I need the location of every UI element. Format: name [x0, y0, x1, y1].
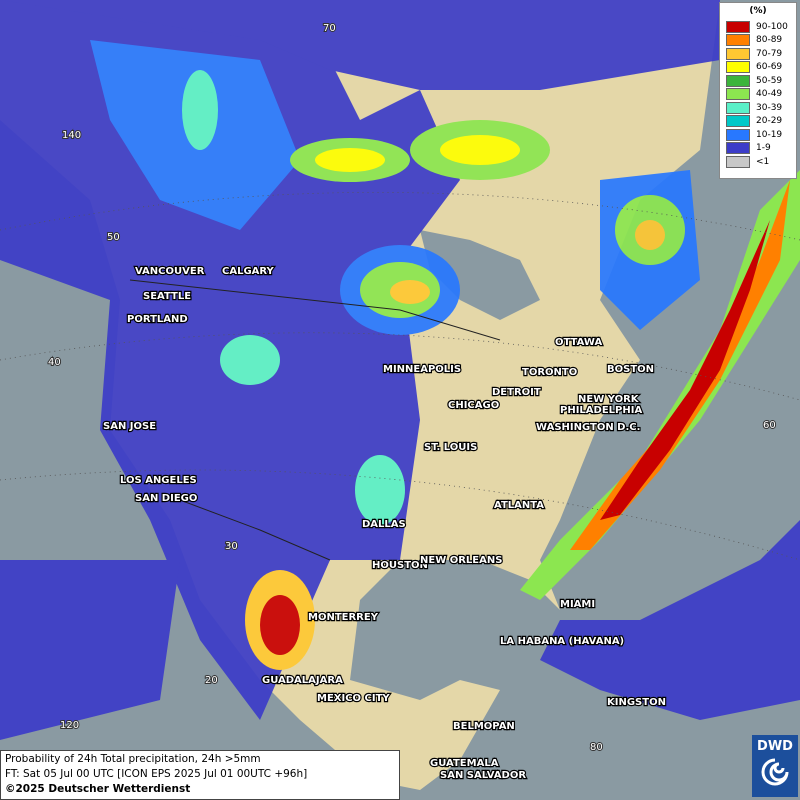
city-label: GUATEMALA	[430, 758, 499, 769]
city-label: LOS ANGELES	[120, 475, 197, 486]
graticule	[0, 191, 800, 561]
precip-field	[0, 0, 800, 740]
city-label: SAN DIEGO	[135, 493, 197, 504]
graticule-label: 80	[590, 742, 603, 753]
city-label: CHICAGO	[448, 400, 499, 411]
city-label: BOSTON	[607, 364, 654, 375]
caption-line: FT: Sat 05 Jul 00 UTC [ICON EPS 2025 Jul…	[5, 768, 308, 780]
city-label: MINNEAPOLIS	[383, 364, 461, 375]
legend-entry: 50-59	[720, 74, 796, 88]
city-label: TORONTO	[522, 367, 577, 378]
legend-label: 30-39	[756, 102, 783, 113]
legend-label: 10-19	[756, 129, 783, 140]
legend-label: 20-29	[756, 116, 783, 127]
graticule-label: 140	[62, 130, 81, 141]
city-label: GUADALAJARA	[262, 675, 343, 686]
city-label: SAN SALVADOR	[440, 770, 526, 781]
hudson-bay	[420, 230, 540, 320]
legend-entry: <1	[720, 155, 796, 169]
legend-label: 70-79	[756, 48, 783, 59]
gulf-of-mexico	[360, 570, 520, 660]
legend-swatch	[726, 101, 750, 114]
city-label: ST. LOUIS	[424, 442, 477, 453]
legend-label: 60-69	[756, 62, 783, 73]
city-label: KINGSTON	[607, 697, 666, 708]
legend-entry: 10-19	[720, 128, 796, 142]
legend-entry: 80-89	[720, 34, 796, 48]
city-label: HOUSTON	[372, 560, 428, 571]
graticule-label: 120	[60, 720, 79, 731]
graticule-label: 60	[763, 420, 776, 431]
city-label: NEW ORLEANS	[420, 555, 502, 566]
legend-title: (%)	[749, 6, 767, 16]
graticule-label: 50	[107, 232, 120, 243]
labels: VANCOUVER CALGARY SEATTLE PORTLAND MINNEAPOL…	[47, 22, 777, 782]
legend-entry: 30-39	[720, 101, 796, 115]
city-label: SAN JOSE	[103, 421, 156, 432]
graticule-label: 70	[323, 23, 336, 34]
city-label: ATLANTA	[494, 500, 544, 511]
city-label: SEATTLE	[143, 291, 191, 302]
graticule-label: 30	[225, 541, 238, 552]
city-label: DETROIT	[492, 387, 541, 398]
city-label: PORTLAND	[127, 314, 188, 325]
legend-swatch	[726, 128, 750, 141]
caption-line: Probability of 24h Total precipitation, …	[5, 753, 261, 765]
city-label: DALLAS	[362, 519, 406, 530]
legend-entry: 90-100	[720, 20, 796, 34]
legend-label: 80-89	[756, 35, 783, 46]
logo-text: DWD	[757, 739, 793, 754]
city-label: OTTAWA	[555, 337, 602, 348]
legend-swatch	[726, 142, 750, 155]
legend-swatch	[726, 88, 750, 101]
legend-entry: 20-29	[720, 115, 796, 129]
legend-swatch	[726, 20, 750, 33]
graticule-label: 20	[205, 675, 218, 686]
caption: Probability of 24h Total precipitation, …	[0, 750, 400, 800]
city-label: WASHINGTON D.C.	[536, 422, 640, 433]
city-label: LA HABANA (HAVANA)	[500, 636, 624, 647]
city-label: VANCOUVER	[135, 266, 205, 277]
legend-entry: 70-79	[720, 47, 796, 61]
legend-swatch	[726, 155, 750, 168]
legend-entry: 1-9	[720, 142, 796, 156]
legend-swatch	[726, 47, 750, 60]
city-label: CALGARY	[222, 266, 275, 277]
legend-entry: 40-49	[720, 88, 796, 102]
graticule-label: 40	[48, 357, 61, 368]
atlantic-band	[520, 170, 800, 600]
copyright: ©2025 Deutscher Wetterdienst	[5, 783, 191, 795]
legend-label: 90-100	[756, 21, 788, 32]
city-label: NEW YORK	[578, 394, 640, 405]
logo-icon	[761, 758, 789, 786]
legend-swatch	[726, 34, 750, 47]
legend-label: 40-49	[756, 89, 783, 100]
logo: DWD	[752, 735, 798, 797]
border	[129, 279, 501, 561]
city-label: MIAMI	[560, 599, 595, 610]
legend-label: <1	[756, 156, 770, 167]
legend-entry: 60-69	[720, 61, 796, 75]
legend-swatch	[726, 61, 750, 74]
city-label: BELMOPAN	[453, 721, 515, 732]
legend-label: 50-59	[756, 75, 783, 86]
city-label: PHILADELPHIA	[560, 405, 642, 416]
legend-swatch	[726, 74, 750, 87]
city-label: MEXICO CITY	[317, 693, 390, 704]
legend: (%) 90-100 80-89 70-79 60-69 50-59 40-49 30-39…	[719, 2, 797, 179]
legend-label: 1-9	[756, 143, 771, 154]
city-label: MONTERREY	[308, 612, 379, 623]
legend-swatch	[726, 115, 750, 128]
